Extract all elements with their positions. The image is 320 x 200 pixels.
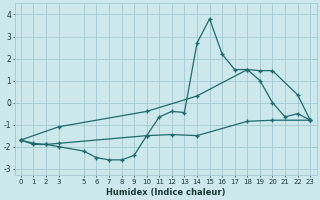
X-axis label: Humidex (Indice chaleur): Humidex (Indice chaleur) (106, 188, 225, 197)
